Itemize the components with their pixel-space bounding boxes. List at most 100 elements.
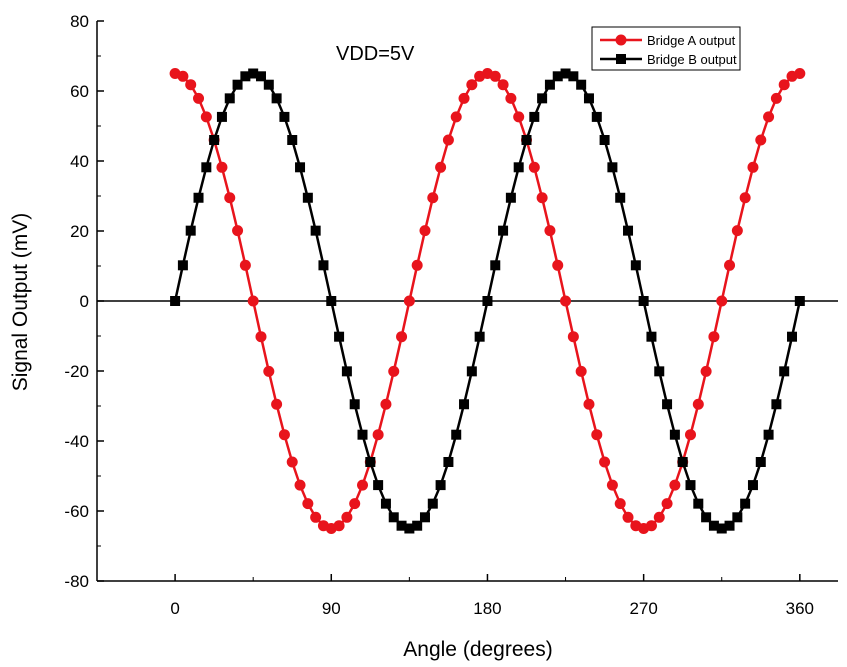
data-point [701, 512, 712, 523]
data-point [669, 429, 680, 440]
y-tick-label: 40 [70, 152, 89, 171]
data-point [232, 79, 243, 90]
data-point [185, 79, 197, 91]
y-tick-label: -20 [64, 362, 89, 381]
data-point [177, 70, 189, 82]
data-point [326, 296, 337, 306]
data-point [357, 429, 368, 440]
data-point [645, 520, 657, 532]
data-point [747, 480, 758, 491]
data-point [388, 512, 399, 523]
data-point [177, 260, 188, 271]
data-point [263, 79, 274, 90]
data-point [599, 135, 610, 145]
data-point [451, 429, 462, 440]
y-tick-label: 0 [80, 292, 89, 311]
data-point [318, 260, 329, 271]
data-point [513, 162, 524, 173]
data-point [200, 111, 212, 123]
data-point [349, 498, 361, 510]
data-point [529, 111, 540, 122]
data-point [505, 92, 517, 104]
data-point [419, 225, 431, 237]
data-point [591, 429, 603, 441]
data-point [435, 161, 447, 173]
data-point [661, 498, 673, 510]
data-point [716, 523, 727, 534]
data-point [560, 295, 572, 307]
data-point [583, 398, 595, 410]
data-point [615, 192, 626, 203]
data-point [193, 92, 205, 104]
plot-area [169, 68, 806, 534]
data-point [630, 260, 641, 271]
data-point [216, 111, 227, 122]
data-point [247, 295, 259, 307]
data-point [724, 259, 736, 271]
data-point [427, 498, 438, 509]
data-point [224, 192, 236, 204]
data-point [653, 511, 665, 523]
data-point [560, 68, 571, 79]
data-point [787, 331, 798, 342]
data-point [474, 331, 485, 342]
data-point [537, 93, 548, 104]
legend: Bridge A output Bridge B output [591, 26, 741, 71]
data-point [623, 225, 634, 236]
x-tick-label: 360 [786, 599, 814, 618]
data-point [380, 498, 391, 509]
data-point [576, 79, 587, 90]
data-point [193, 192, 204, 203]
data-point [372, 429, 384, 441]
data-point [490, 260, 501, 271]
series-1 [169, 68, 806, 534]
data-point [271, 398, 283, 410]
data-point [622, 511, 634, 523]
data-point [333, 520, 345, 532]
x-tick-label: 180 [473, 599, 501, 618]
data-point [302, 192, 313, 203]
x-tick-label: 0 [170, 599, 179, 618]
y-tick-label: 60 [70, 82, 89, 101]
data-point [411, 259, 423, 271]
data-point [209, 135, 220, 145]
data-point [466, 366, 477, 377]
data-point [599, 456, 611, 468]
data-point [185, 225, 196, 236]
data-point [693, 498, 704, 509]
data-point [724, 520, 735, 531]
data-point [279, 111, 290, 122]
data-point [662, 399, 673, 410]
data-point [396, 520, 407, 531]
data-point [334, 331, 345, 342]
data-point [388, 365, 400, 377]
data-point [739, 192, 751, 204]
data-point [591, 111, 602, 122]
data-point [458, 92, 470, 104]
data-point [763, 429, 774, 440]
data-point [419, 512, 430, 523]
data-point [263, 365, 275, 377]
data-point [606, 479, 618, 491]
data-point [740, 498, 751, 509]
data-point [341, 511, 353, 523]
legend-label: Bridge A output [647, 33, 736, 48]
data-point [310, 511, 322, 523]
legend-marker [615, 34, 627, 46]
data-point [216, 161, 228, 173]
data-point [638, 296, 649, 306]
data-point [575, 365, 587, 377]
data-point [607, 162, 618, 173]
data-point [544, 225, 556, 237]
data-point [747, 161, 759, 173]
data-point [240, 71, 251, 82]
data-point [497, 79, 509, 91]
data-point [716, 295, 728, 307]
data-point [552, 71, 563, 82]
data-point [450, 111, 462, 123]
data-point [732, 512, 743, 523]
data-point [755, 457, 766, 467]
data-point [404, 523, 415, 534]
data-point [755, 134, 767, 146]
data-point [654, 366, 665, 377]
